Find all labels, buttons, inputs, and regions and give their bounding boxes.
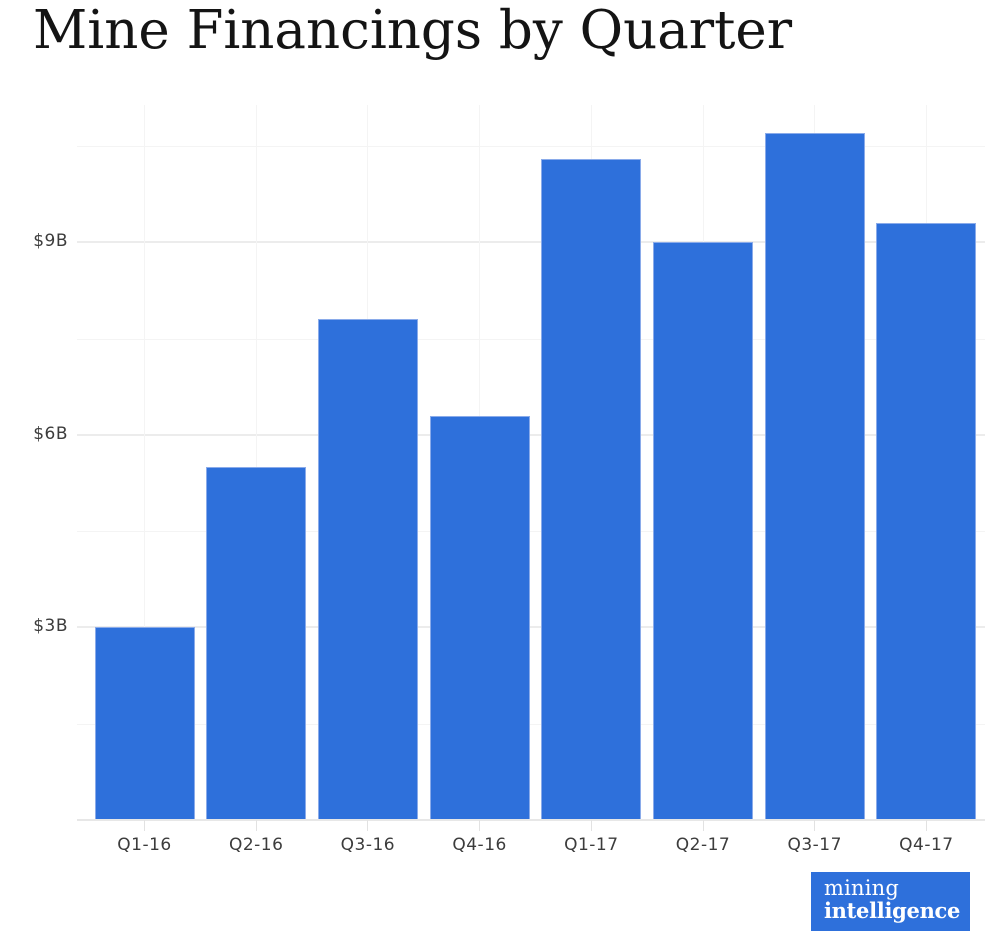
y-tick-label: $6B xyxy=(33,423,68,444)
major-gridline xyxy=(77,626,985,629)
major-gridline xyxy=(77,433,985,436)
bar-q4-17 xyxy=(876,222,977,820)
chart-title: Mine Financings by Quarter xyxy=(33,0,793,61)
x-axis-tick xyxy=(144,820,145,831)
x-axis-tick xyxy=(590,820,592,831)
plot-area xyxy=(77,105,985,821)
x-tick-label: Q1-16 xyxy=(117,835,172,855)
x-axis-tick xyxy=(814,820,816,831)
x-tick-label: Q2-17 xyxy=(675,835,731,855)
y-tick-label: $9B xyxy=(33,231,68,252)
bar-q1-16 xyxy=(94,627,195,820)
x-axis-tick xyxy=(479,820,481,831)
major-gridline xyxy=(77,241,985,244)
minor-gridline xyxy=(77,145,985,147)
x-axis-tick xyxy=(702,820,704,831)
y-tick-label: $3B xyxy=(33,616,68,637)
x-tick-label: Q4-17 xyxy=(899,835,954,855)
x-tick-label: Q2-16 xyxy=(228,835,284,855)
x-axis-tick xyxy=(367,820,369,831)
x-axis-tick xyxy=(925,820,927,831)
x-tick-label: Q3-16 xyxy=(340,835,396,855)
x-tick-label: Q4-16 xyxy=(452,835,507,855)
bar-q4-16 xyxy=(429,415,530,820)
logo-line-1: mining xyxy=(824,876,900,900)
vertical-gridline xyxy=(144,105,145,820)
vertical-gridline xyxy=(255,105,257,820)
x-axis-tick xyxy=(255,820,257,831)
bar-q2-16 xyxy=(206,466,307,820)
x-tick-label: Q1-17 xyxy=(564,835,619,855)
x-tick-label: Q3-17 xyxy=(787,835,842,855)
bar-q1-17 xyxy=(541,158,642,820)
logo-line-2: intelligence xyxy=(824,898,961,923)
minor-gridline xyxy=(77,338,985,340)
x-axis-line xyxy=(77,819,985,821)
bar-q2-17 xyxy=(653,242,753,820)
mining-intelligence-logo: mining intelligence xyxy=(811,872,970,931)
minor-gridline xyxy=(77,531,985,533)
bar-q3-17 xyxy=(764,133,865,820)
bar-q3-16 xyxy=(317,319,418,820)
minor-gridline xyxy=(77,723,985,725)
